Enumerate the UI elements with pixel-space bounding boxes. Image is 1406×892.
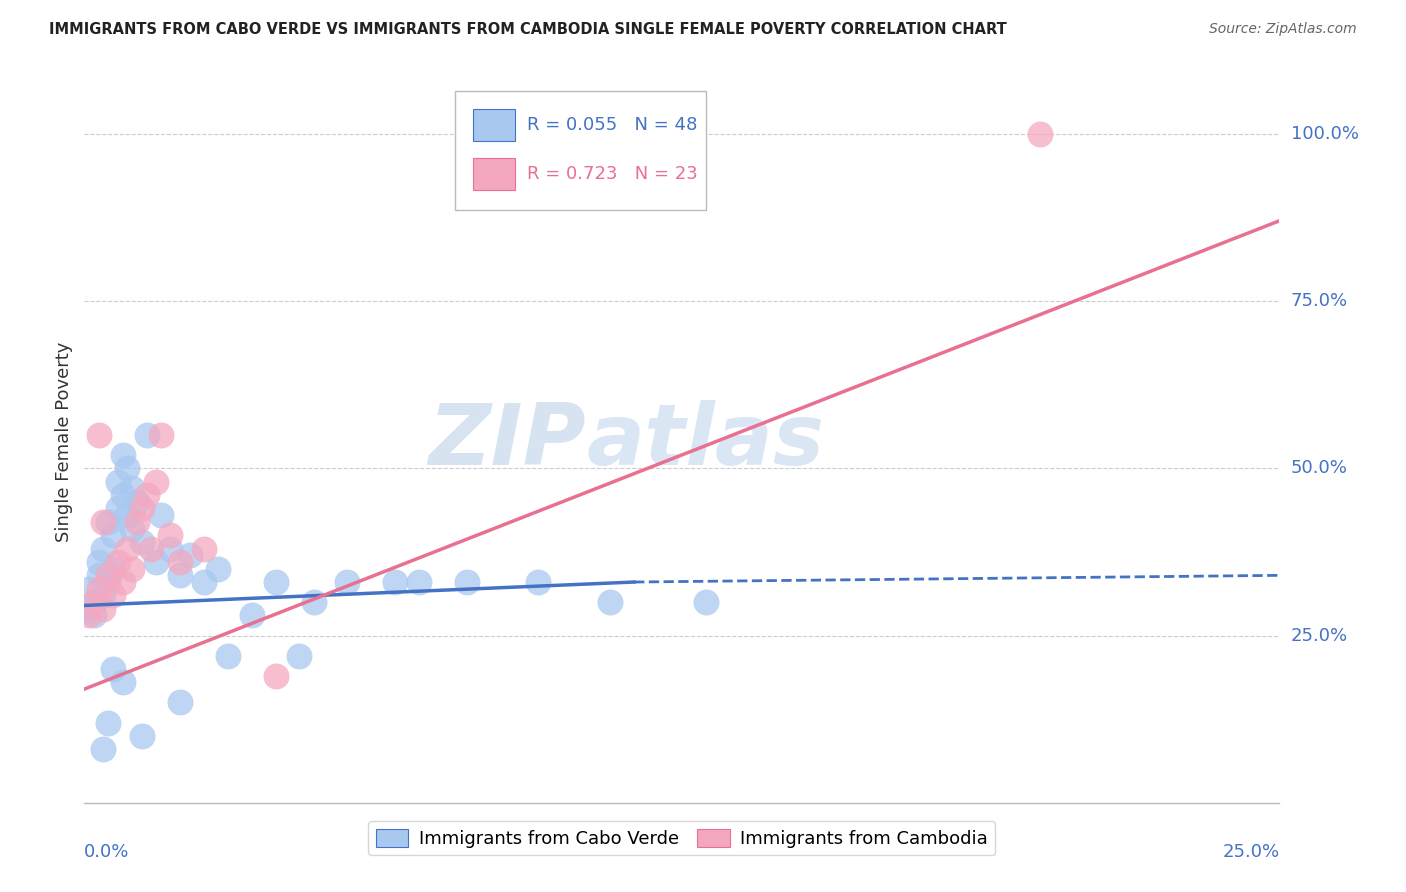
Point bbox=[135, 427, 157, 442]
Point bbox=[384, 575, 406, 590]
Y-axis label: Single Female Poverty: Single Female Poverty bbox=[55, 342, 73, 541]
Point bbox=[169, 568, 191, 582]
Point bbox=[87, 568, 110, 582]
Point bbox=[117, 461, 139, 475]
Point bbox=[101, 562, 124, 576]
FancyBboxPatch shape bbox=[456, 91, 706, 211]
Point bbox=[93, 589, 115, 603]
Text: R = 0.055   N = 48: R = 0.055 N = 48 bbox=[527, 116, 697, 134]
Point bbox=[169, 555, 191, 569]
Point bbox=[527, 575, 550, 590]
Text: 100.0%: 100.0% bbox=[1291, 125, 1358, 143]
Point bbox=[159, 528, 181, 542]
Point bbox=[599, 595, 621, 609]
Point bbox=[87, 555, 110, 569]
Point bbox=[264, 575, 287, 590]
Text: 25.0%: 25.0% bbox=[1222, 843, 1279, 861]
Point bbox=[93, 541, 115, 556]
Point bbox=[107, 555, 129, 569]
Point bbox=[117, 508, 139, 523]
Point bbox=[240, 608, 263, 623]
Point bbox=[77, 608, 100, 623]
Point bbox=[111, 675, 134, 690]
Text: 25.0%: 25.0% bbox=[1291, 626, 1348, 645]
Point bbox=[77, 582, 100, 596]
Point bbox=[77, 602, 100, 616]
Point bbox=[131, 501, 153, 516]
Point bbox=[149, 427, 172, 442]
Text: 50.0%: 50.0% bbox=[1291, 459, 1347, 477]
Point bbox=[111, 448, 134, 462]
Point bbox=[302, 595, 325, 609]
Point bbox=[111, 575, 134, 590]
Text: Source: ZipAtlas.com: Source: ZipAtlas.com bbox=[1209, 22, 1357, 37]
Point bbox=[117, 541, 139, 556]
Point bbox=[121, 521, 143, 535]
Text: 75.0%: 75.0% bbox=[1291, 292, 1348, 310]
Point bbox=[135, 488, 157, 502]
Point bbox=[83, 595, 105, 609]
Point bbox=[141, 541, 163, 556]
Point bbox=[125, 515, 148, 529]
Point bbox=[264, 669, 287, 683]
Point bbox=[408, 575, 430, 590]
Point bbox=[193, 541, 215, 556]
Point bbox=[93, 602, 115, 616]
Point bbox=[97, 575, 120, 590]
Point bbox=[101, 528, 124, 542]
Point bbox=[111, 488, 134, 502]
Point bbox=[131, 729, 153, 743]
Text: atlas: atlas bbox=[586, 400, 824, 483]
FancyBboxPatch shape bbox=[472, 109, 515, 141]
Point bbox=[207, 562, 229, 576]
Point bbox=[121, 562, 143, 576]
Point bbox=[288, 648, 311, 663]
Point bbox=[83, 595, 105, 609]
Point bbox=[169, 696, 191, 710]
Text: IMMIGRANTS FROM CABO VERDE VS IMMIGRANTS FROM CAMBODIA SINGLE FEMALE POVERTY COR: IMMIGRANTS FROM CABO VERDE VS IMMIGRANTS… bbox=[49, 22, 1007, 37]
Point bbox=[125, 494, 148, 508]
Point bbox=[145, 475, 167, 489]
Point bbox=[107, 501, 129, 516]
Point bbox=[107, 475, 129, 489]
Point bbox=[179, 548, 201, 563]
Text: R = 0.723   N = 23: R = 0.723 N = 23 bbox=[527, 165, 697, 183]
Point bbox=[87, 427, 110, 442]
Point bbox=[121, 482, 143, 496]
Point bbox=[336, 575, 359, 590]
Legend: Immigrants from Cabo Verde, Immigrants from Cambodia: Immigrants from Cabo Verde, Immigrants f… bbox=[368, 822, 995, 855]
Point bbox=[101, 662, 124, 676]
Point bbox=[93, 515, 115, 529]
Point bbox=[97, 568, 120, 582]
FancyBboxPatch shape bbox=[472, 158, 515, 191]
Point bbox=[145, 555, 167, 569]
Text: 0.0%: 0.0% bbox=[84, 843, 129, 861]
Point bbox=[93, 742, 115, 756]
Point bbox=[217, 648, 239, 663]
Point bbox=[97, 515, 120, 529]
Point bbox=[149, 508, 172, 523]
Point bbox=[695, 595, 717, 609]
Point bbox=[83, 608, 105, 623]
Point bbox=[97, 715, 120, 730]
Text: ZIP: ZIP bbox=[429, 400, 586, 483]
Point bbox=[159, 541, 181, 556]
Point bbox=[1029, 127, 1052, 141]
Point bbox=[456, 575, 478, 590]
Point bbox=[193, 575, 215, 590]
Point bbox=[101, 589, 124, 603]
Point bbox=[87, 582, 110, 596]
Point bbox=[131, 534, 153, 549]
